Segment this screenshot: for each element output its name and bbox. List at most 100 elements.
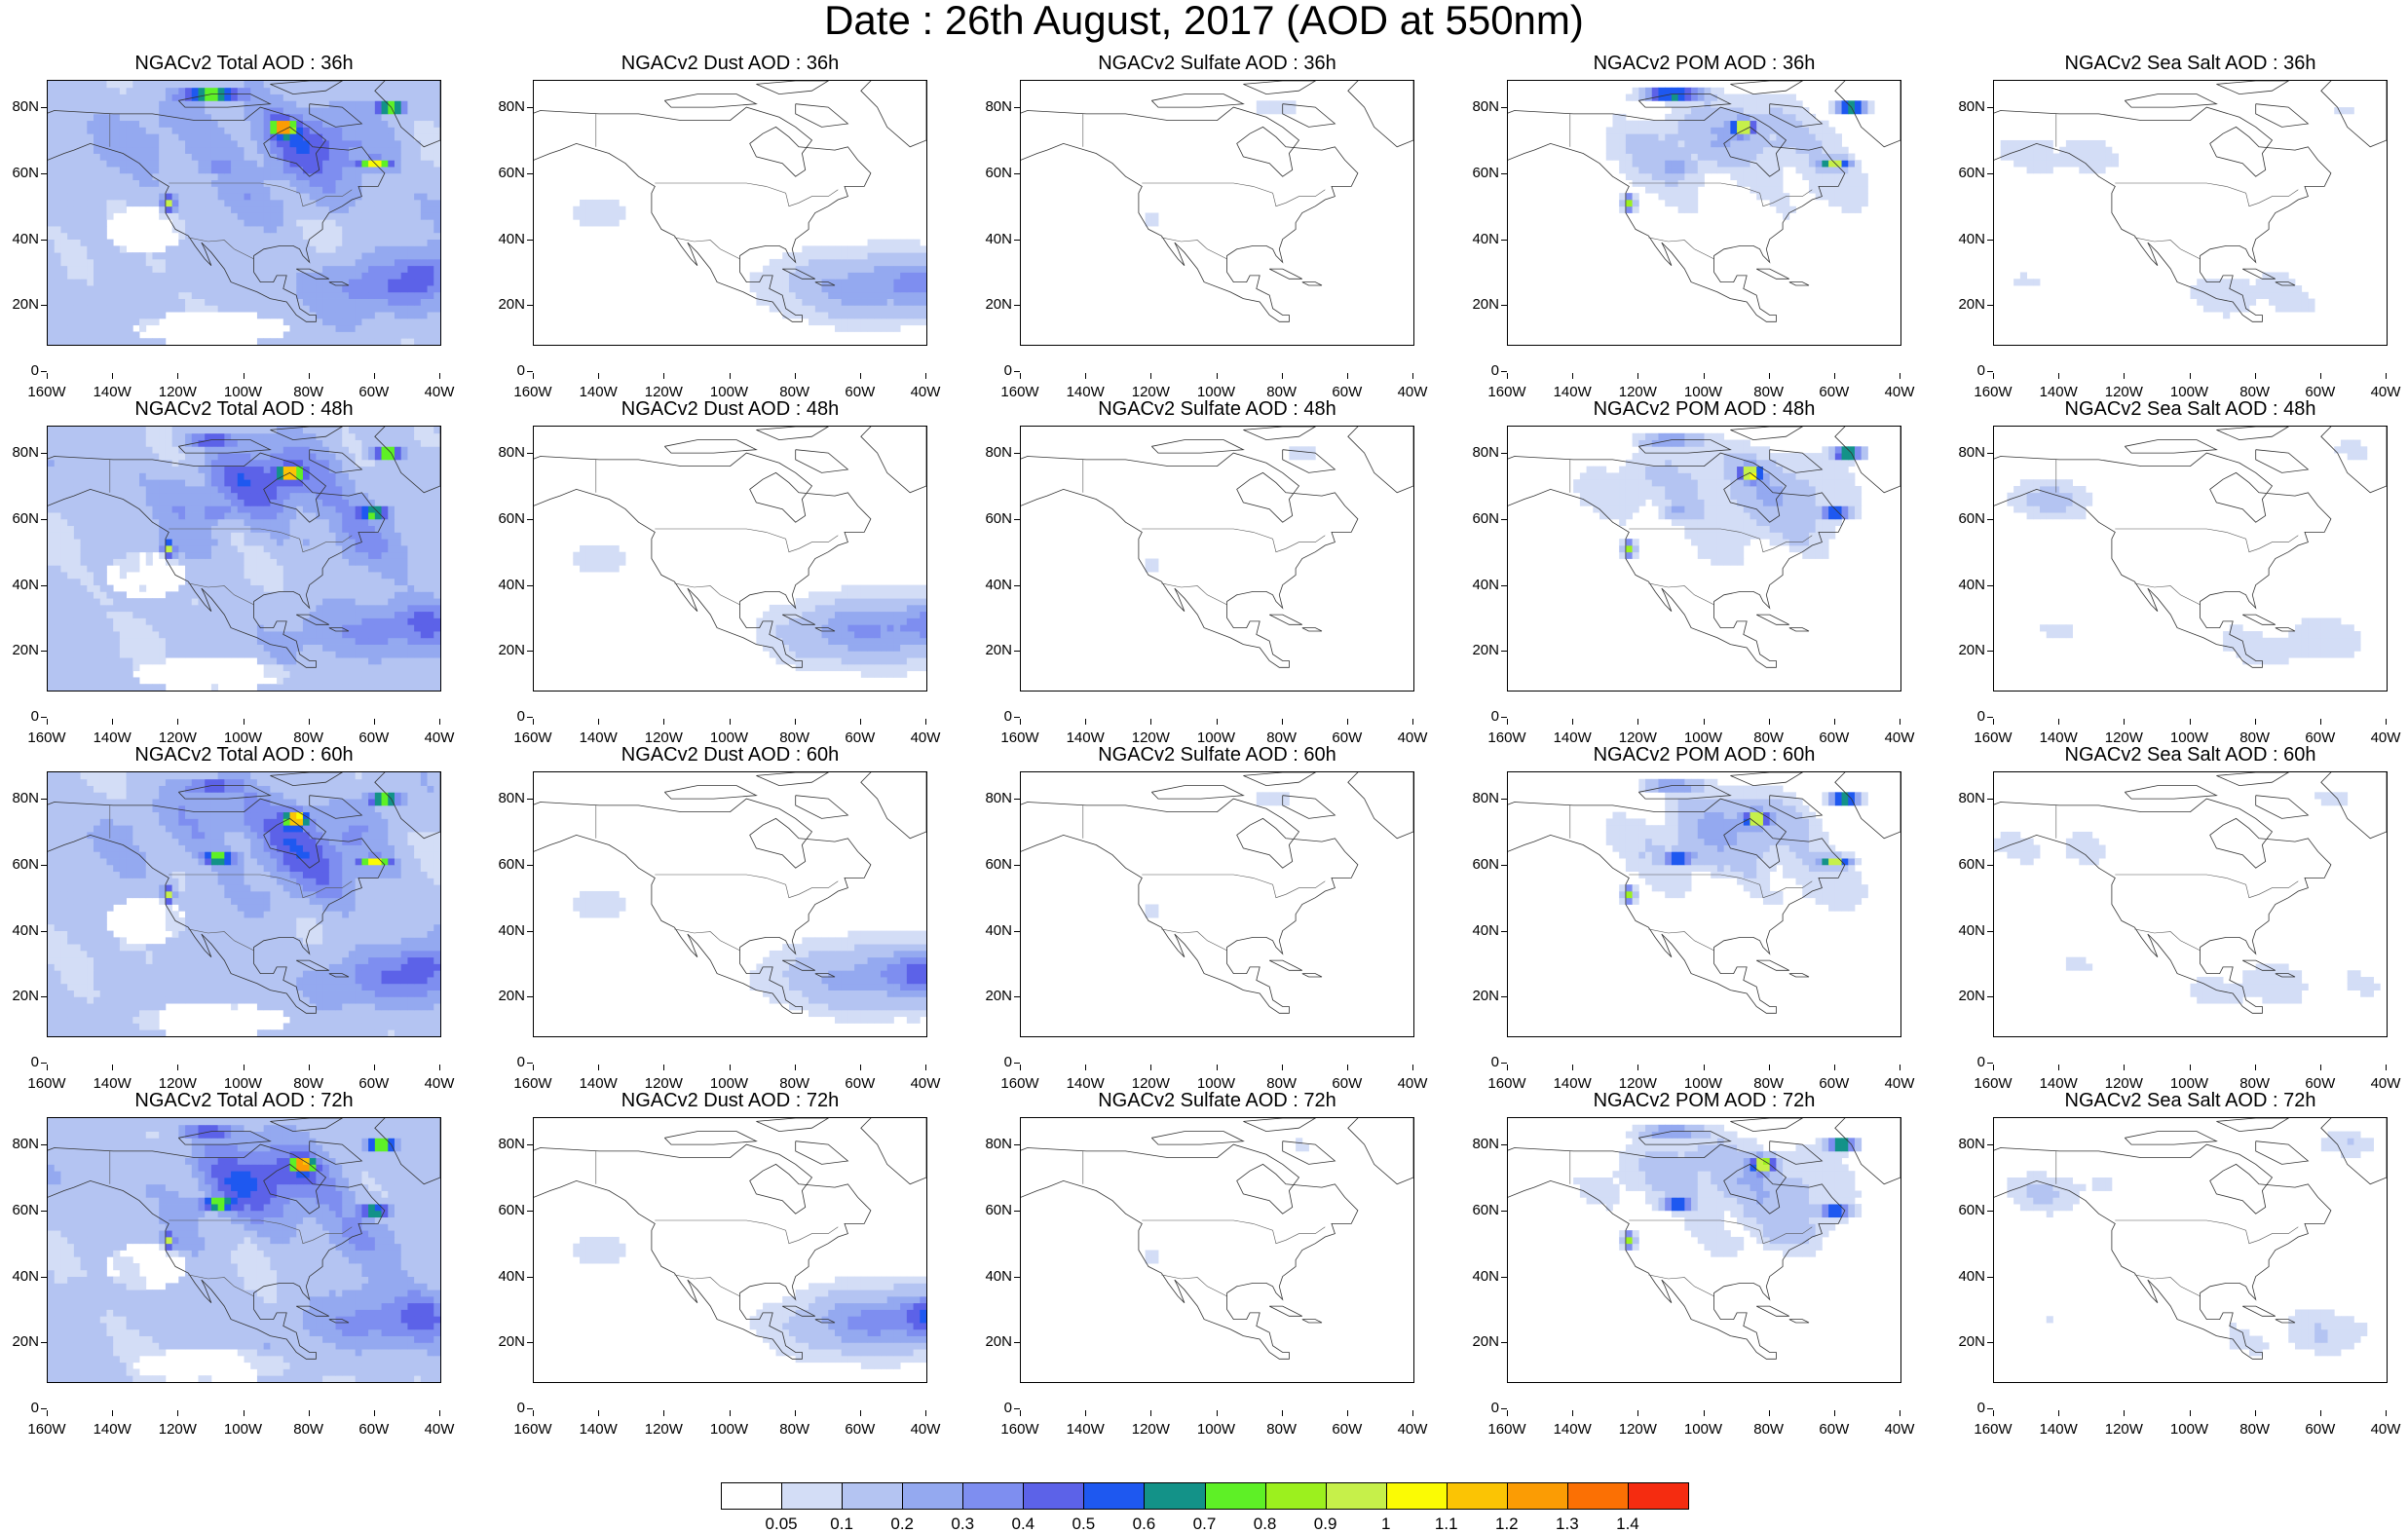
aod-cell [211, 219, 218, 226]
aod-cell [48, 338, 55, 345]
aod-cell [809, 305, 815, 312]
aod-cell [382, 559, 389, 566]
aod-cell [74, 206, 81, 213]
lat-tick-label: 60N [0, 166, 39, 180]
aod-cell [356, 552, 362, 559]
aod-cell [146, 133, 153, 140]
aod-cell [428, 624, 434, 631]
aod-cell [887, 312, 894, 318]
aod-cell [382, 81, 389, 88]
aod-cell [920, 318, 926, 325]
aod-cell [414, 572, 421, 579]
aod-cell [842, 292, 848, 299]
aod-cell [250, 512, 257, 519]
aod-cell [257, 651, 264, 657]
aod-cell [414, 612, 421, 618]
aod-cell [264, 338, 271, 345]
aod-cell [2269, 279, 2276, 285]
aod-cell [421, 519, 428, 526]
aod-cell [874, 305, 881, 312]
aod-cell [316, 213, 322, 220]
aod-cell [428, 338, 434, 345]
aod-cell [900, 305, 907, 312]
aod-cell [60, 519, 67, 526]
aod-cell [218, 167, 225, 173]
aod-cell [382, 539, 389, 545]
aod-cell [303, 526, 310, 533]
aod-cell [94, 526, 100, 533]
aod-cell [231, 292, 238, 299]
aod-cell [776, 299, 783, 306]
aod-cell [132, 645, 139, 652]
aod-cell [290, 100, 297, 107]
aod-cell [1789, 147, 1796, 154]
aod-cell [48, 285, 55, 292]
aod-cell [407, 519, 414, 526]
aod-cell [382, 591, 389, 598]
aod-cell [310, 631, 317, 638]
aod-cell [245, 519, 251, 526]
aod-cell [296, 285, 303, 292]
aod-cell [211, 624, 218, 631]
aod-cell [238, 219, 245, 226]
aod-cell [224, 299, 231, 306]
aod-cell [296, 259, 303, 266]
aod-cell [67, 605, 74, 612]
aod-cell [172, 160, 179, 167]
aod-cell [770, 305, 776, 312]
aod-cell [2098, 160, 2105, 167]
aod-cell [166, 259, 172, 266]
aod-cell [48, 325, 55, 332]
aod-cell [146, 279, 153, 285]
aod-cell [613, 200, 620, 206]
aod-cell [1626, 200, 1633, 206]
aod-cell [146, 272, 153, 279]
aod-cell [55, 245, 61, 252]
aod-cell [74, 167, 81, 173]
aod-cell [401, 638, 408, 645]
aod-cell [433, 671, 440, 678]
aod-cell [316, 598, 322, 605]
aod-cell [87, 121, 94, 128]
aod-cell [127, 612, 133, 618]
aod-cell [407, 292, 414, 299]
aod-cell [127, 624, 133, 631]
aod-cell [2040, 147, 2047, 154]
aod-cell [356, 81, 362, 88]
aod-cell [356, 651, 362, 657]
aod-cell [1691, 127, 1698, 133]
aod-cell [106, 591, 113, 598]
aod-cell [198, 638, 205, 645]
aod-cell [166, 186, 172, 193]
aod-cell [414, 154, 421, 161]
aod-cell [2040, 167, 2047, 173]
aod-cell [1678, 154, 1685, 161]
aod-cell [1672, 147, 1678, 154]
aod-cell [1652, 147, 1659, 154]
aod-cell [382, 331, 389, 338]
aod-cell [120, 173, 127, 180]
aod-cell [296, 552, 303, 559]
aod-cell [87, 233, 94, 240]
aod-cell [1717, 88, 1724, 94]
aod-cell [395, 193, 401, 200]
aod-cell [172, 651, 179, 657]
aod-cell [48, 279, 55, 285]
aod-cell [414, 213, 421, 220]
aod-cell [329, 226, 336, 233]
aod-cell [60, 252, 67, 259]
aod-cell [1776, 94, 1783, 101]
aod-cell [428, 107, 434, 114]
aod-cell [388, 605, 395, 612]
aod-cell [407, 285, 414, 292]
aod-cell [264, 299, 271, 306]
aod-cell [368, 147, 375, 154]
aod-cell [159, 107, 166, 114]
aod-cell [433, 200, 440, 206]
aod-cell [368, 539, 375, 545]
aod-cell [277, 167, 283, 173]
aod-cell [828, 245, 835, 252]
aod-cell [428, 664, 434, 671]
national-border [2134, 238, 2200, 259]
aod-cell [74, 140, 81, 147]
